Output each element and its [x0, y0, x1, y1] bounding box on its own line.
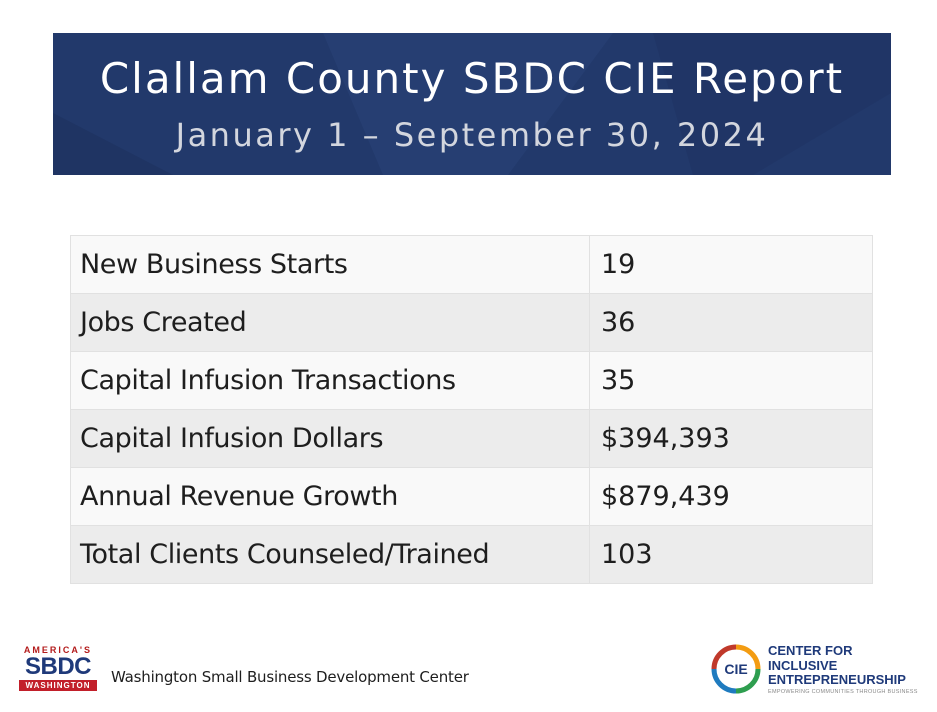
metrics-table: New Business Starts 19 Jobs Created 36 C… — [70, 235, 873, 584]
metric-value: $879,439 — [589, 467, 873, 526]
cie-logo-line: CENTER FOR — [768, 643, 853, 658]
metric-label: Capital Infusion Dollars — [70, 409, 590, 468]
metric-label: New Business Starts — [70, 235, 590, 294]
metric-value: $394,393 — [589, 409, 873, 468]
table-row: Jobs Created 36 — [70, 293, 873, 352]
metric-label: Total Clients Counseled/Trained — [70, 525, 590, 584]
report-title: Clallam County SBDC CIE Report — [99, 54, 845, 103]
report-date-range: January 1 – September 30, 2024 — [175, 116, 769, 154]
metric-label: Annual Revenue Growth — [70, 467, 590, 526]
table-row: New Business Starts 19 — [70, 235, 873, 294]
metric-value: 36 — [589, 293, 873, 352]
sbdc-logo-top-text: AMERICA'S — [23, 645, 93, 655]
title-banner: Clallam County SBDC CIE Report January 1… — [53, 33, 891, 175]
cie-logo-mark-text: CIE — [724, 661, 747, 677]
metric-label: Capital Infusion Transactions — [70, 351, 590, 410]
cie-logo-icon: CIE — [711, 644, 761, 694]
organization-name: Washington Small Business Development Ce… — [111, 668, 469, 686]
table-row: Capital Infusion Dollars $394,393 — [70, 409, 873, 468]
sbdc-logo-bottom-text: WASHINGTON — [19, 680, 97, 691]
metric-value: 103 — [589, 525, 873, 584]
sbdc-logo-main-text: SBDC — [24, 653, 92, 680]
cie-logo-tagline: EMPOWERING COMMUNITIES THROUGH BUSINESS — [768, 688, 918, 695]
metric-value: 19 — [589, 235, 873, 294]
metric-label: Jobs Created — [70, 293, 590, 352]
cie-logo-line: ENTREPRENEURSHIP — [768, 672, 906, 687]
table-row: Capital Infusion Transactions 35 — [70, 351, 873, 410]
cie-logo-line: INCLUSIVE — [768, 657, 838, 673]
table-row: Annual Revenue Growth $879,439 — [70, 467, 873, 526]
metric-value: 35 — [589, 351, 873, 410]
table-row: Total Clients Counseled/Trained 103 — [70, 525, 873, 584]
banner-decoration — [53, 33, 891, 175]
cie-logo-text: CENTER FOR INCLUSIVE ENTREPRENEURSHIP EM… — [768, 643, 928, 696]
sbdc-logo: AMERICA'S SBDC WASHINGTON — [19, 645, 97, 691]
